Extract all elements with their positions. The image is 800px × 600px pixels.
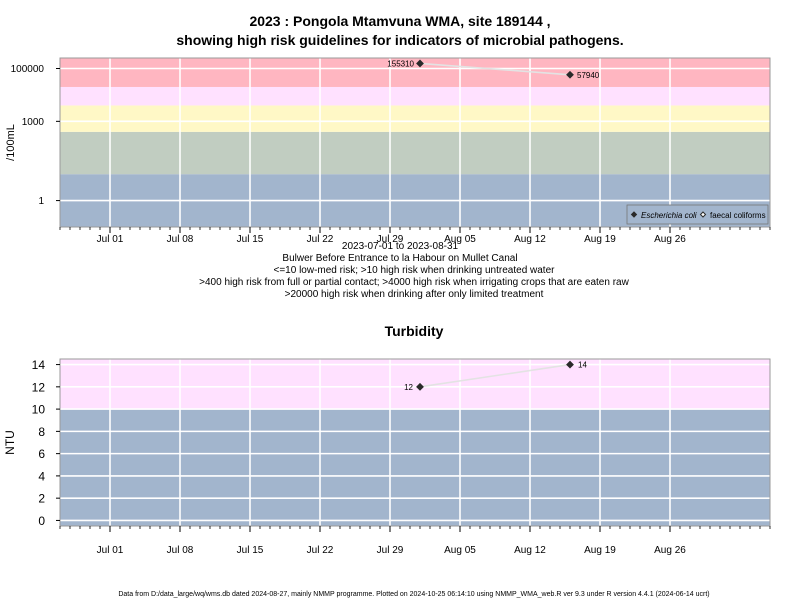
y-tick-label: 100000 — [11, 64, 45, 75]
x-tick-label: Aug 05 — [444, 234, 476, 245]
x-tick-label: Aug 19 — [584, 234, 616, 245]
turbidity-y-tick-label: 14 — [32, 358, 46, 372]
turbidity-plot-border — [59, 358, 771, 527]
y-tick-label: 1 — [38, 196, 44, 207]
legend-box — [626, 204, 769, 225]
data-point-ecoli — [566, 70, 574, 79]
footer-note: Data from D:/data_large/wq/wms.db dated … — [118, 591, 709, 598]
chart-title-line2: showing high risk guidelines for indicat… — [176, 32, 623, 48]
turbidity-x-tick-label: Jul 01 — [97, 545, 124, 556]
x-tick-label: Jul 15 — [237, 234, 264, 245]
site-description: Bulwer Before Entrance to la Habour on M… — [282, 253, 517, 264]
y-tick-label: 1000 — [22, 117, 45, 128]
turbidity-series-line — [419, 363, 571, 388]
turbidity-x-tick-label: Jul 22 — [307, 545, 334, 556]
risk-band-3 — [60, 86, 770, 106]
turbidity-y-tick-label: 2 — [38, 492, 45, 506]
y-axis-label: /100mL — [5, 124, 17, 161]
guideline-note: <=10 low-med risk; >10 high risk when dr… — [274, 265, 556, 276]
turbidity-x-tick-label: Aug 12 — [514, 545, 546, 556]
x-tick-label: Aug 26 — [654, 234, 686, 245]
turbidity-y-tick-label: 10 — [32, 403, 46, 417]
risk-band-4 — [60, 58, 770, 87]
x-tick-label: Jul 08 — [167, 234, 194, 245]
turbidity-band-1 — [60, 359, 770, 410]
data-label-ecoli: 57940 — [577, 71, 600, 80]
risk-band-2 — [60, 105, 770, 132]
turbidity-x-tick-label: Jul 08 — [167, 545, 194, 556]
x-tick-label: Aug 12 — [514, 234, 546, 245]
turbidity-data-point — [416, 382, 424, 391]
series-line-ecoli — [419, 62, 571, 76]
date-range-caption: 2023-07-01 to 2023-08-31 — [342, 241, 459, 252]
plot-border — [59, 57, 771, 228]
turbidity-y-tick-label: 0 — [38, 514, 45, 528]
legend-label-faecal: faecal coliforms — [710, 211, 766, 220]
turbidity-x-tick-label: Jul 29 — [377, 545, 404, 556]
data-point-ecoli — [416, 59, 424, 68]
x-tick-label: Jul 22 — [307, 234, 334, 245]
turbidity-y-tick-label: 8 — [38, 425, 45, 439]
data-label-ecoli: 155310 — [387, 59, 414, 68]
turbidity-data-point — [566, 360, 574, 369]
turbidity-y-tick-label: 12 — [32, 380, 46, 394]
turbidity-title: Turbidity — [385, 323, 444, 339]
turbidity-x-tick-label: Jul 15 — [237, 545, 264, 556]
turbidity-band-0 — [60, 409, 770, 526]
turbidity-y-axis-label: NTU — [3, 430, 17, 455]
turbidity-y-tick-label: 4 — [38, 469, 45, 483]
turbidity-x-tick-label: Aug 26 — [654, 545, 686, 556]
turbidity-y-tick-label: 6 — [38, 447, 45, 461]
turbidity-data-label: 12 — [404, 383, 413, 392]
risk-band-1 — [60, 131, 770, 175]
x-tick-label: Jul 29 — [377, 234, 404, 245]
guideline-note: >400 high risk from full or partial cont… — [199, 277, 629, 288]
turbidity-data-label: 14 — [578, 361, 587, 370]
turbidity-x-tick-label: Aug 05 — [444, 545, 476, 556]
legend-label-ecoli: Escherichia coli — [641, 211, 697, 220]
turbidity-x-tick-label: Aug 19 — [584, 545, 616, 556]
chart-title-line1: 2023 : Pongola Mtamvuna WMA, site 189144… — [249, 13, 550, 29]
guideline-note: >20000 high risk when drinking after onl… — [285, 289, 544, 300]
legend-marker-ecoli — [630, 211, 638, 218]
x-tick-label: Jul 01 — [97, 234, 124, 245]
legend-marker-faecal — [699, 211, 707, 218]
